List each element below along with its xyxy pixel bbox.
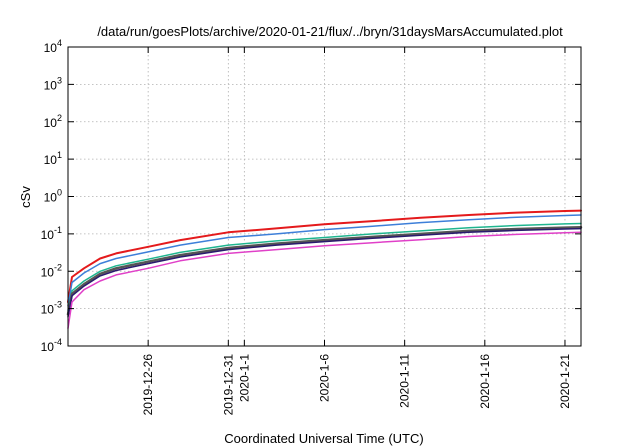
x-tick-label: 2020-1-1 <box>237 354 251 402</box>
y-tick-label-exponent: -2 <box>54 262 62 272</box>
x-tick-label: 2020-1-11 <box>398 354 412 408</box>
chart-title: /data/run/goesPlots/archive/2020-01-21/f… <box>97 24 563 39</box>
x-tick-labels: 2019-12-26 2019-12-31 2020-1-1 2020-1-6 2020… <box>141 354 572 416</box>
y-tick-label-exponent: -4 <box>54 337 62 347</box>
series-line-6 <box>67 231 582 329</box>
y-tick-label-exponent: 1 <box>57 150 62 160</box>
y-tick-label-exponent: 3 <box>57 75 62 85</box>
tick-layer <box>68 46 581 347</box>
y-tick-label: 10-4 <box>41 337 62 354</box>
y-tick-label: 10-2 <box>41 262 62 279</box>
y-tick-label-exponent: 4 <box>57 38 62 48</box>
y-tick-label-base: 10 <box>41 265 55 279</box>
y-tick-label-base: 10 <box>44 78 58 92</box>
y-tick-label: 102 <box>44 113 62 130</box>
y-tick-label-base: 10 <box>41 340 55 354</box>
y-tick-label-base: 10 <box>44 191 58 205</box>
y-tick-label-base: 10 <box>41 303 55 317</box>
y-tick-label-base: 10 <box>44 116 58 130</box>
y-tick-label: 10-3 <box>41 300 62 317</box>
y-tick-label: 101 <box>44 150 62 167</box>
x-tick-label: 2019-12-31 <box>221 354 235 416</box>
x-tick-label: 2020-1-16 <box>478 354 492 409</box>
series-line-2 <box>67 214 582 307</box>
x-axis-title: Coordinated Universal Time (UTC) <box>224 431 423 446</box>
y-tick-label: 10-1 <box>41 225 62 242</box>
y-tick-label-exponent: 0 <box>57 188 62 198</box>
x-tick-label: 2020-1-6 <box>318 354 332 402</box>
y-tick-label-exponent: -1 <box>54 225 62 235</box>
y-axis-title: cSv <box>18 186 33 208</box>
series-layer <box>66 209 583 329</box>
y-tick-label-base: 10 <box>44 153 58 167</box>
y-tick-label-exponent: -3 <box>54 300 62 310</box>
series-line-5 <box>67 227 582 318</box>
y-tick-label-base: 10 <box>41 228 55 242</box>
y-tick-label: 104 <box>44 38 62 55</box>
y-tick-label-base: 10 <box>44 41 58 55</box>
series-line-1 <box>67 209 582 303</box>
series-line-4 <box>66 226 583 316</box>
y-tick-label: 100 <box>44 188 62 205</box>
x-tick-label: 2019-12-26 <box>141 354 155 416</box>
series-line-3 <box>67 222 582 312</box>
x-tick-label: 2020-1-21 <box>558 354 572 409</box>
y-tick-label: 103 <box>44 75 62 92</box>
y-tick-label-exponent: 2 <box>57 113 62 123</box>
